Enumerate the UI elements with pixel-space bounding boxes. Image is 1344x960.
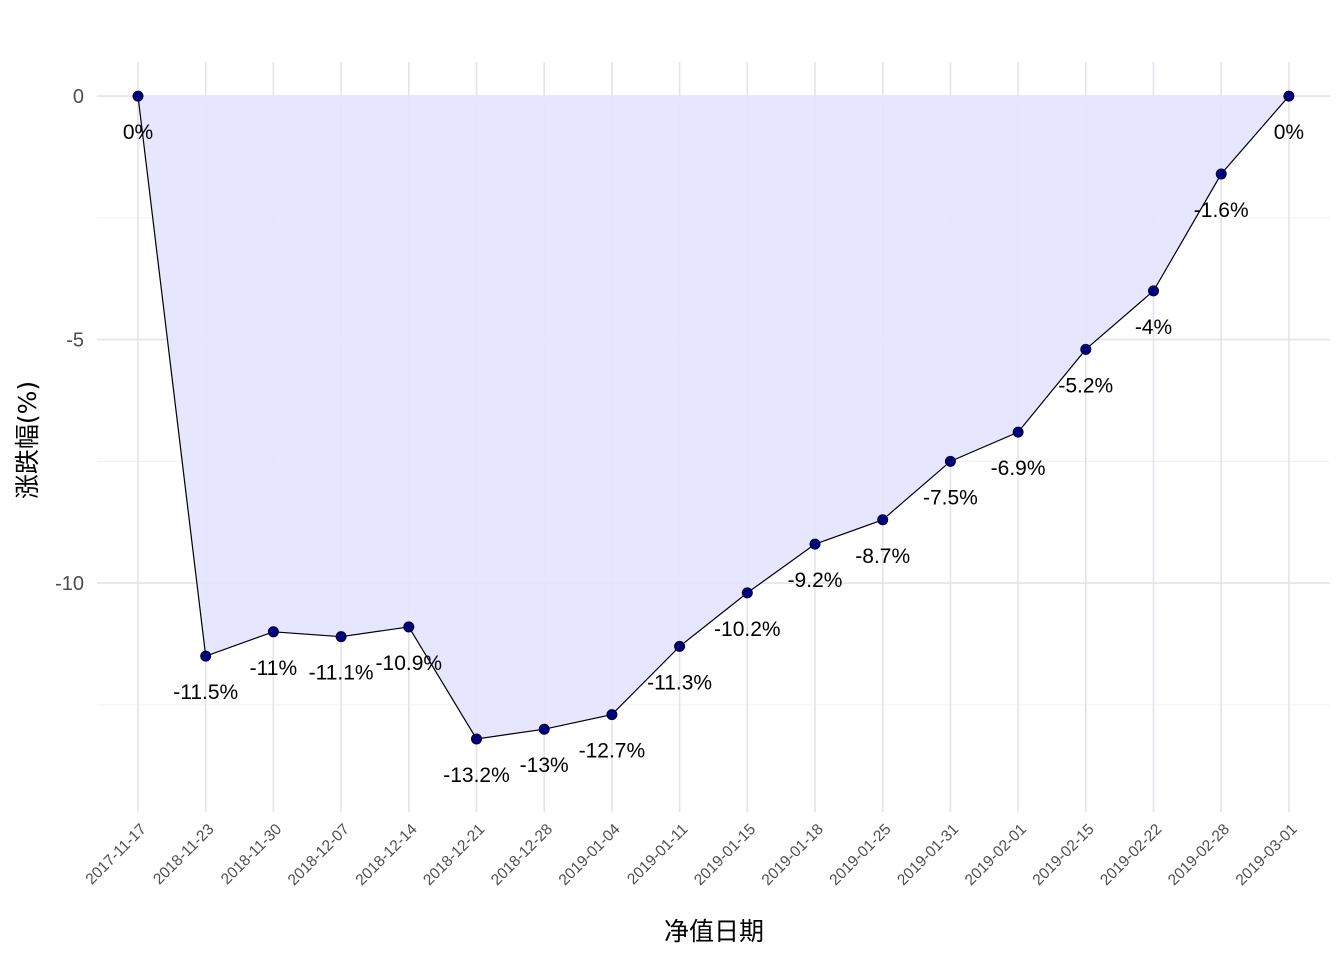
x-tick-label: 2019-01-25 — [826, 821, 894, 889]
data-label-2018-12-28: -13% — [520, 754, 569, 777]
x-tick-label: 2019-02-28 — [1165, 821, 1233, 889]
data-point-2019-02-15 — [1080, 343, 1092, 355]
data-point-2018-11-30 — [267, 626, 279, 638]
data-point-2019-01-25 — [877, 514, 889, 526]
data-point-2019-02-22 — [1148, 285, 1159, 297]
y-axis-ticks: 0 -5 -10 — [55, 86, 84, 595]
data-label-2017-11-17: 0% — [123, 121, 153, 144]
drawdown-line — [137, 95, 1290, 740]
data-label-2019-01-25: -8.7% — [855, 545, 910, 568]
data-point-2019-03-01 — [1283, 90, 1295, 102]
y-tick-label: -10 — [55, 573, 84, 595]
data-point-2019-01-31 — [944, 455, 956, 467]
x-axis-ticks: 2017-11-17 2018-11-23 2018-11-30 2018-12-07… — [83, 821, 1301, 889]
data-label-2019-02-01: -6.9% — [991, 457, 1046, 480]
x-axis-title: 净值日期 — [664, 917, 764, 946]
data-point-2019-01-15 — [741, 587, 753, 599]
data-label-2019-02-15: -5.2% — [1058, 374, 1113, 397]
x-tick-label: 2019-01-18 — [759, 821, 827, 889]
data-label-2018-11-23: -11.5% — [173, 681, 238, 704]
data-label-2019-01-18: -9.2% — [788, 569, 843, 592]
data-point-2019-02-28 — [1215, 168, 1227, 180]
data-points — [132, 90, 1295, 745]
x-tick-label: 2017-11-17 — [83, 821, 150, 888]
data-label-2019-01-11: -11.3% — [647, 671, 712, 694]
x-tick-label: 2018-12-07 — [285, 821, 353, 889]
data-point-2019-01-18 — [809, 538, 821, 550]
data-point-2018-12-21 — [471, 733, 482, 745]
x-tick-label: 2018-12-21 — [420, 821, 488, 889]
data-label-2019-01-31: -7.5% — [923, 486, 978, 509]
x-tick-label: 2018-11-30 — [218, 821, 286, 889]
y-tick-label: 0 — [73, 86, 84, 108]
x-tick-label: 2019-03-01 — [1233, 821, 1301, 889]
x-tick-label: 2019-02-22 — [1097, 821, 1165, 889]
data-label-2019-03-01: 0% — [1274, 121, 1304, 144]
drawdown-area — [138, 96, 1289, 739]
data-label-2019-02-28: -1.6% — [1194, 199, 1249, 222]
y-axis-title: 涨跌幅(%) — [13, 381, 42, 499]
data-point-2019-01-11 — [674, 640, 686, 652]
data-point-2018-11-23 — [200, 650, 212, 662]
data-point-2019-01-04 — [606, 709, 618, 721]
data-label-2018-12-21: -13.2% — [443, 764, 510, 787]
data-label-2019-01-15: -10.2% — [714, 618, 781, 641]
data-label-2019-02-22: -4% — [1135, 316, 1172, 339]
data-point-2018-12-14 — [403, 621, 415, 633]
data-labels: 0% -11.5% -11% -11.1% -10.9% -13.2% -13% -12.7%… — [123, 121, 1304, 787]
data-label-2018-11-30: -11% — [250, 657, 297, 680]
data-point-2018-12-07 — [335, 631, 347, 643]
data-point-2019-02-01 — [1012, 426, 1024, 438]
x-tick-label: 2019-01-11 — [624, 821, 691, 888]
y-tick-label: -5 — [66, 330, 84, 352]
data-label-2019-01-04: -12.7% — [579, 740, 646, 763]
data-point-2018-12-28 — [538, 723, 550, 735]
x-tick-label: 2019-01-15 — [691, 821, 759, 889]
x-tick-label: 2018-11-23 — [150, 821, 217, 888]
x-tick-label: 2019-01-04 — [556, 821, 624, 889]
data-label-2018-12-07: -11.1% — [309, 662, 374, 685]
x-tick-label: 2018-12-14 — [353, 821, 421, 889]
data-point-2017-11-17 — [132, 90, 144, 102]
x-tick-label: 2019-02-01 — [962, 821, 1030, 889]
x-tick-label: 2019-02-15 — [1030, 821, 1098, 889]
x-tick-label: 2019-01-31 — [894, 821, 962, 889]
x-tick-label: 2018-12-28 — [488, 821, 556, 889]
data-label-2018-12-14: -10.9% — [376, 652, 443, 675]
